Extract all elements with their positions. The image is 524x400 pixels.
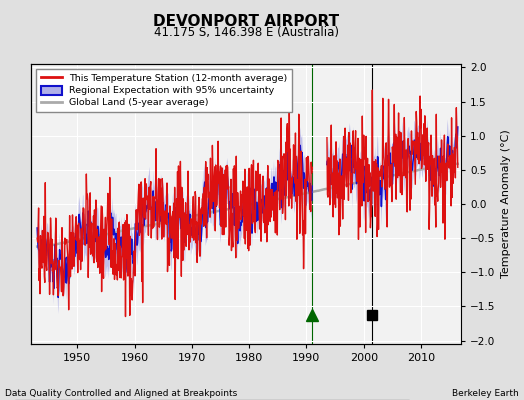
Text: Berkeley Earth: Berkeley Earth: [452, 389, 519, 398]
Text: Data Quality Controlled and Aligned at Breakpoints: Data Quality Controlled and Aligned at B…: [5, 389, 237, 398]
Y-axis label: Temperature Anomaly (°C): Temperature Anomaly (°C): [501, 130, 511, 278]
Text: 41.175 S, 146.398 E (Australia): 41.175 S, 146.398 E (Australia): [154, 26, 339, 39]
Text: DEVONPORT AIRPORT: DEVONPORT AIRPORT: [153, 14, 340, 29]
